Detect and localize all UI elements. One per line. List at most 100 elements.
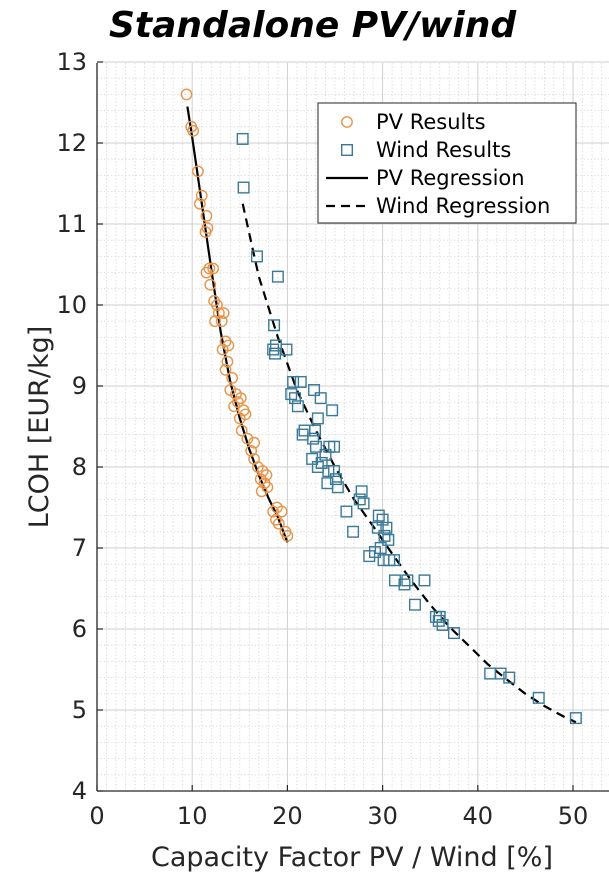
wind-regression-line: [241, 203, 577, 724]
x-tick-label: 10: [177, 802, 208, 830]
wind-result-point: [298, 424, 311, 437]
wind-result-point: [401, 574, 414, 587]
wind-result-point: [328, 465, 341, 478]
pv-result-point: [211, 299, 223, 311]
wind-result-point: [382, 533, 395, 546]
y-axis-label: LCOH [EUR/kg]: [24, 326, 55, 529]
pv-result-point: [195, 189, 208, 202]
wind-result-point: [285, 388, 298, 401]
x-tick-label: 20: [272, 802, 303, 830]
pv-result-point: [254, 473, 267, 486]
y-tick-label: 6: [72, 615, 87, 643]
wind-result-point: [408, 598, 421, 611]
legend-label: PV Regression: [376, 166, 525, 190]
wind-result-point: [287, 375, 300, 388]
pv-result-point: [187, 124, 200, 137]
wind-result-point: [436, 618, 449, 631]
chart-title: Standalone PV/wind: [109, 5, 517, 46]
wind-result-point: [388, 554, 401, 567]
legend-label: Wind Regression: [376, 194, 550, 218]
pv-result-point: [216, 343, 229, 356]
legend-swatch-pv-results: [341, 116, 353, 128]
pv-result-point: [204, 278, 217, 291]
pv-result-point: [180, 88, 193, 101]
pv-result-point: [226, 371, 239, 384]
pv-result-point: [200, 209, 213, 222]
pv-result-point: [219, 363, 232, 376]
pv-result-point: [217, 307, 230, 319]
pv-result-point: [221, 355, 234, 368]
wind-result-point: [311, 412, 324, 425]
pv-result-point: [275, 505, 288, 518]
pv-result-point: [281, 529, 294, 542]
pv-result-point: [199, 226, 212, 239]
wind-result-point: [307, 432, 320, 445]
data-markers: [180, 88, 582, 725]
wind-result-point: [268, 319, 281, 332]
wind-result-point: [347, 525, 360, 538]
wind-result-point: [340, 505, 353, 518]
y-tick-label: 4: [72, 777, 87, 805]
axes: [96, 61, 609, 792]
pv-result-point: [245, 444, 258, 457]
wind-result-point: [236, 132, 249, 145]
pv-result-point: [256, 465, 269, 477]
wind-result-point: [267, 343, 280, 356]
legend-label: Wind Results: [376, 138, 511, 162]
wind-result-point: [271, 270, 284, 283]
pv-result-point: [255, 485, 268, 498]
x-tick-label: 0: [89, 802, 104, 830]
y-tick-label: 5: [72, 696, 87, 724]
pv-result-point: [239, 408, 252, 421]
wind-result-point: [363, 550, 376, 563]
pv-result-point: [192, 165, 204, 178]
pv-result-point: [248, 436, 260, 449]
y-tick-label: 12: [56, 129, 87, 157]
wind-result-point: [328, 440, 341, 453]
wind-result-point: [357, 497, 370, 510]
pv-result-point: [267, 505, 280, 518]
minor-grid: [97, 63, 609, 791]
wind-result-point: [371, 521, 384, 534]
wind-result-point: [503, 671, 516, 684]
wind-result-point: [432, 614, 445, 627]
wind-result-point: [378, 529, 391, 542]
wind-result-point: [289, 392, 302, 405]
y-tick-label: 9: [72, 372, 87, 400]
x-tick-label: 50: [558, 802, 589, 830]
wind-result-point: [319, 448, 332, 461]
legend-label: PV Results: [376, 110, 486, 134]
wind-result-point: [532, 691, 545, 704]
pv-result-point: [272, 517, 285, 530]
y-tick-label: 8: [72, 453, 87, 481]
pv-result-point: [234, 392, 247, 405]
wind-result-point: [398, 578, 411, 591]
wind-result-point: [250, 250, 263, 263]
legend-swatch-wind-results: [341, 143, 354, 156]
wind-result-point: [308, 384, 321, 397]
y-tick-label: 13: [56, 48, 87, 76]
y-tick-label: 11: [56, 210, 87, 238]
wind-result-point: [494, 667, 507, 680]
wind-result-point: [329, 473, 342, 486]
wind-result-point: [294, 375, 307, 388]
wind-result-point: [355, 485, 368, 498]
pv-regression-line: [186, 106, 289, 543]
wind-result-point: [388, 574, 401, 587]
wind-result-point: [326, 404, 339, 417]
x-axis-label: Capacity Factor PV / Wind [%]: [151, 842, 553, 872]
wind-result-point: [269, 347, 282, 360]
wind-result-point: [237, 181, 250, 194]
pv-result-point: [207, 262, 220, 275]
pv-result-point: [215, 315, 228, 328]
pv-result-point: [200, 266, 213, 279]
pv-result-point: [228, 400, 240, 413]
x-tick-label: 30: [367, 802, 398, 830]
tick-labels: 0 10 20 30 40 50 4 5 6 7 8 9 10 11 12 13: [56, 48, 588, 830]
wind-result-point: [448, 627, 461, 640]
legend: PV Results Wind Results PV Regression Wind …: [317, 102, 577, 224]
wind-result-point: [331, 481, 344, 494]
wind-result-point: [309, 440, 322, 453]
regression-lines: [186, 106, 577, 724]
